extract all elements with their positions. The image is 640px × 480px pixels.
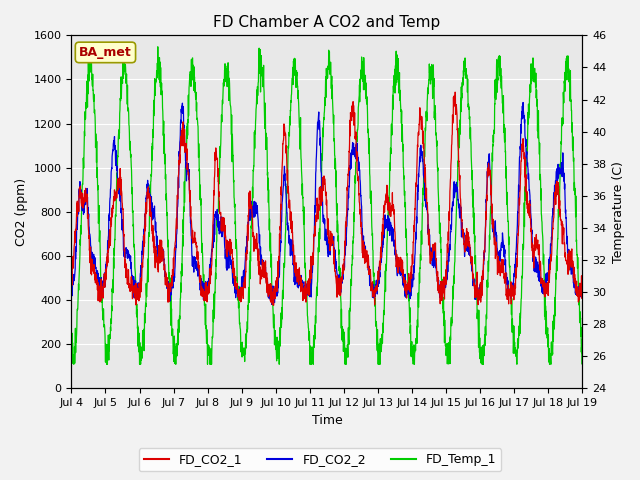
Text: BA_met: BA_met — [79, 46, 132, 59]
Y-axis label: Temperature (C): Temperature (C) — [612, 161, 625, 263]
Legend: FD_CO2_1, FD_CO2_2, FD_Temp_1: FD_CO2_1, FD_CO2_2, FD_Temp_1 — [139, 448, 501, 471]
Title: FD Chamber A CO2 and Temp: FD Chamber A CO2 and Temp — [213, 15, 440, 30]
X-axis label: Time: Time — [312, 414, 342, 427]
Y-axis label: CO2 (ppm): CO2 (ppm) — [15, 178, 28, 246]
